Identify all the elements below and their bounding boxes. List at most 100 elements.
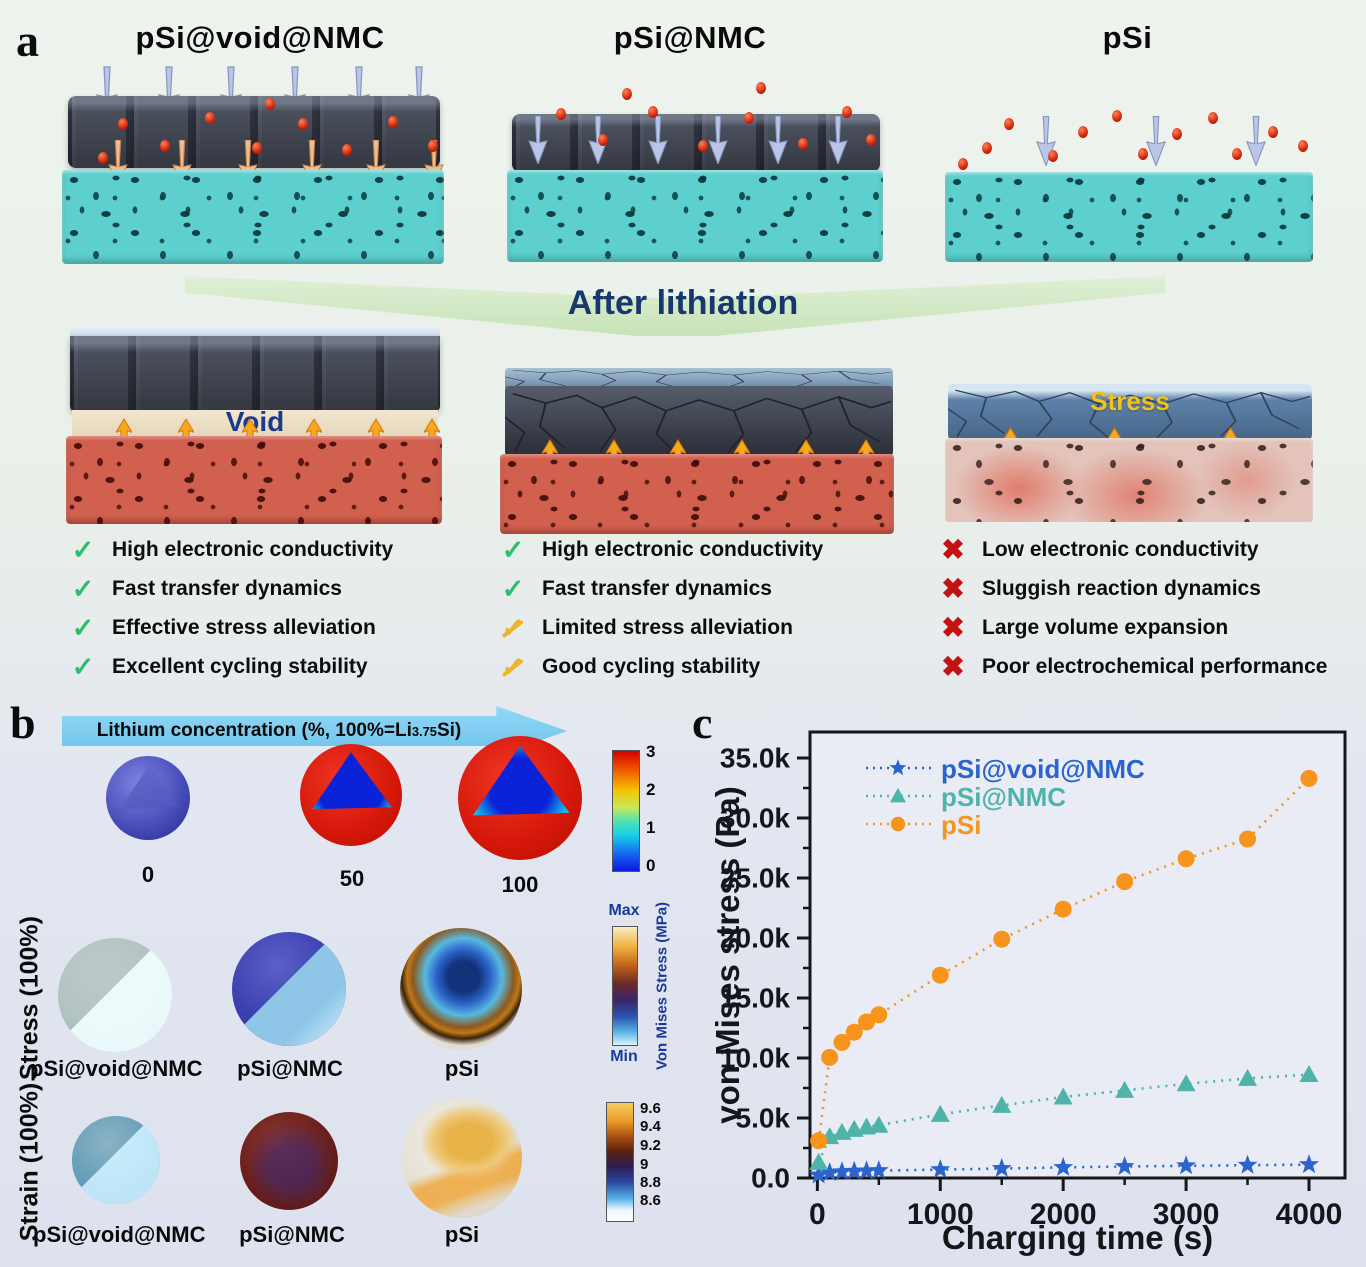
lithium-ion-dot (1172, 128, 1182, 140)
colorbar-tick: 3 (646, 742, 656, 761)
svg-text:4000: 4000 (1276, 1198, 1343, 1231)
strain-sphere-psi (402, 1098, 522, 1218)
colorbar-max-label: Max (608, 902, 640, 919)
column-title-psi: pSi (1102, 20, 1153, 55)
stress-colorbar-title: Von Mises Stress (MPa) (653, 901, 671, 1071)
lithium-ion-dot (1138, 148, 1148, 160)
lithium-ion-dot (1048, 150, 1058, 162)
li-flow-arrow-icon (1246, 116, 1266, 166)
arrow-label-pre: Lithium concentration (%, 100%=Li (96, 720, 412, 741)
lithium-ion-dot (842, 106, 852, 118)
svg-text:10.0k: 10.0k (720, 1042, 790, 1073)
panel-a-label: a (16, 15, 39, 66)
lithium-ion-dot (160, 140, 170, 152)
svg-text:0.0: 0.0 (751, 1163, 790, 1194)
lithium-ion-dot (648, 106, 658, 118)
lithium-ion-dot (1268, 126, 1278, 138)
panel-b-label: b (10, 697, 36, 748)
stress-sphere-psi (400, 928, 522, 1050)
checklist-item: Good cycling stability (498, 653, 823, 681)
lithium-ion-dot (428, 140, 438, 152)
checklist-item: Poor electrochemical performance (938, 653, 1327, 681)
checklist-item: Fast transfer dynamics (498, 575, 823, 603)
lithium-ion-dot (118, 118, 128, 130)
lithium-ion-dot (556, 108, 566, 120)
checklist-item: Sluggish reaction dynamics (938, 575, 1327, 603)
limited-check-icon (498, 653, 528, 681)
strain-sphere-psi-nmc (240, 1112, 338, 1210)
checklist-item: Large volume expansion (938, 614, 1327, 642)
lithiated-silicon-foam (66, 436, 442, 524)
lithium-ion-dot (342, 144, 352, 156)
concentration-label-0: 0 (141, 862, 155, 887)
checklist-text: Good cycling stability (542, 655, 761, 678)
cross-icon (938, 653, 968, 681)
colorbar-tick: 9.6 (640, 1100, 661, 1117)
colorbar-tick: 8.6 (640, 1192, 661, 1209)
sphere-cutaway (58, 938, 172, 1052)
lithium-ion-dot (982, 142, 992, 154)
stress-sphere-psi-void-nmc (58, 938, 172, 1052)
checklist-text: High electronic conductivity (542, 538, 824, 561)
svg-text:Charging time (s): Charging time (s) (942, 1219, 1213, 1256)
concentration-label-100: 100 (501, 872, 539, 897)
lithium-ion-dot (98, 152, 108, 164)
svg-text:0: 0 (809, 1198, 826, 1231)
lithium-ion-dot (698, 140, 708, 152)
concentration-sphere-0 (106, 756, 190, 840)
arrow-label-sub: 3.75 (411, 723, 437, 739)
stress-sphere-label: pSi (444, 1056, 480, 1081)
nmc-shell-slab (70, 336, 440, 412)
colorbar-tick: 8.8 (640, 1174, 661, 1191)
li-flow-arrow-icon (828, 116, 848, 164)
crack-lines (505, 368, 893, 388)
lithium-ion-dot (744, 112, 754, 124)
lithium-ion-dot (958, 158, 968, 170)
li-flow-arrow-icon (768, 116, 788, 164)
strain-row-label: Strain (100%) (15, 1082, 44, 1242)
strain-sphere-label: pSi (444, 1222, 480, 1247)
checklist-psi: Low electronic conductivity Sluggish rea… (938, 536, 1327, 681)
nmc-shell-slab (68, 96, 440, 168)
svg-text:25.0k: 25.0k (720, 862, 790, 893)
strain-sphere-psi-void-nmc (72, 1116, 160, 1204)
lithium-ion-dot (1078, 126, 1088, 138)
lithium-concentration-arrow-label: Lithium concentration (%, 100%=Li 3.75 Si) (62, 706, 496, 756)
porous-silicon-foam (945, 172, 1313, 262)
lithium-ion-dot (1298, 140, 1308, 152)
concentration-label-50: 50 (339, 866, 365, 891)
svg-text:5.0k: 5.0k (736, 1102, 791, 1133)
sphere-cutaway (472, 745, 570, 816)
sphere-cutaway (240, 1112, 338, 1210)
colorbar-tick: 9.2 (640, 1137, 661, 1154)
electrolyte-lid (70, 326, 440, 338)
checklist-text: Poor electrochemical performance (982, 655, 1328, 678)
svg-text:35.0k: 35.0k (720, 742, 790, 773)
checklist-item: High electronic conductivity (498, 536, 823, 564)
void-label: Void (225, 406, 285, 437)
crack-lines (505, 386, 893, 456)
colorbar-tick: 0 (646, 856, 656, 875)
lithium-ion-dot (388, 116, 398, 128)
svg-text:2000: 2000 (1030, 1198, 1097, 1231)
lithium-ion-dot (622, 88, 632, 100)
colorbar-tick: 9 (640, 1156, 649, 1173)
checklist-text: Fast transfer dynamics (112, 577, 342, 600)
check-icon (68, 614, 98, 642)
li-flow-arrow-icon (648, 116, 668, 164)
panel-c-label: c (692, 697, 713, 748)
lithium-ion-dot (1208, 112, 1218, 124)
checklist-text: High electronic conductivity (112, 538, 394, 561)
checklist-item: Low electronic conductivity (938, 536, 1327, 564)
lithium-ion-dot (265, 98, 275, 110)
porous-silicon-foam (507, 170, 883, 262)
stress-sphere-label: pSi@NMC (237, 1056, 343, 1081)
lithium-ion-dot (1112, 110, 1122, 122)
cracked-nmc-slab (505, 386, 893, 456)
li-flow-arrow-icon (528, 116, 548, 164)
svg-text:20.0k: 20.0k (720, 922, 790, 953)
svg-text:pSi@void@NMC: pSi@void@NMC (941, 754, 1145, 784)
check-icon (68, 653, 98, 681)
cracked-surface-layer (505, 368, 893, 388)
